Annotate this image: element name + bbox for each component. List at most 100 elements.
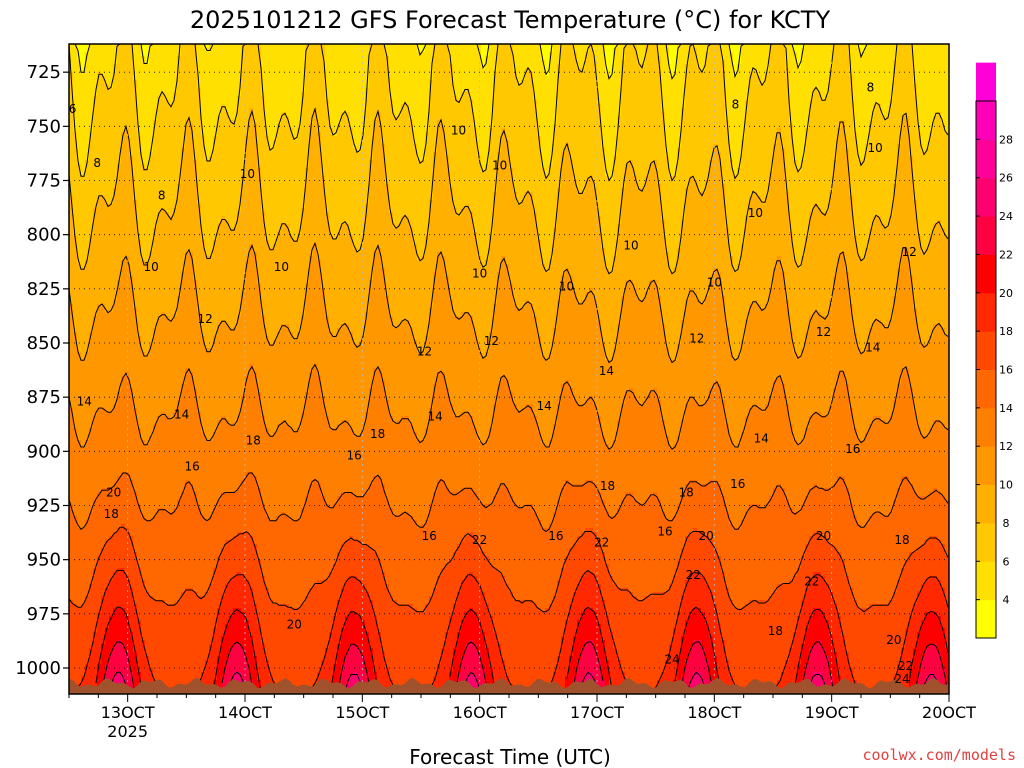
temp-cell <box>157 136 162 141</box>
temp-cell <box>93 148 98 153</box>
temp-cell <box>105 264 110 269</box>
temp-cell <box>89 236 94 241</box>
temp-cell <box>153 104 158 109</box>
temp-cell <box>113 96 118 101</box>
temp-cell <box>137 212 142 217</box>
temp-cell <box>169 572 174 577</box>
temp-cell <box>149 292 154 297</box>
temp-cell <box>133 332 138 337</box>
temp-cell <box>177 60 182 65</box>
temp-cell <box>77 372 82 377</box>
temp-cell <box>129 456 134 461</box>
temp-cell <box>181 124 186 129</box>
temp-cell <box>189 84 194 89</box>
temp-cell <box>165 488 170 493</box>
temp-cell <box>113 168 118 173</box>
temp-cell <box>97 136 102 141</box>
temp-cell <box>177 512 182 517</box>
temp-cell <box>173 472 178 477</box>
temp-cell <box>169 560 174 565</box>
temp-cell <box>101 172 106 177</box>
temp-cell <box>165 68 170 73</box>
temp-cell <box>173 568 178 573</box>
temp-cell <box>153 428 158 433</box>
temp-cell <box>77 392 82 397</box>
temp-cell <box>177 332 182 337</box>
temp-cell <box>69 352 74 357</box>
temp-cell <box>93 216 98 221</box>
temp-cell <box>153 508 158 513</box>
temp-cell <box>81 652 86 657</box>
temp-cell <box>129 172 134 177</box>
temp-cell <box>133 432 138 437</box>
temp-cell <box>177 380 182 385</box>
temp-cell <box>141 532 146 537</box>
temp-cell <box>169 268 174 273</box>
temp-cell <box>185 220 190 225</box>
temp-cell <box>189 232 194 237</box>
temp-cell <box>177 636 182 641</box>
temp-cell <box>161 200 166 205</box>
temp-cell <box>149 568 154 573</box>
temp-cell <box>157 412 162 417</box>
temp-cell <box>181 76 186 81</box>
temp-cell <box>141 204 146 209</box>
temp-cell <box>157 384 162 389</box>
temp-cell <box>117 484 122 489</box>
temp-cell <box>89 572 94 577</box>
temp-cell <box>73 208 78 213</box>
temp-cell <box>157 516 162 521</box>
temp-cell <box>189 44 194 49</box>
temp-cell <box>141 128 146 133</box>
temp-cell <box>93 584 98 589</box>
temp-cell <box>109 652 114 657</box>
temp-cell <box>125 308 130 313</box>
temp-cell <box>169 488 174 493</box>
temp-cell <box>101 236 106 241</box>
temp-cell <box>105 604 110 609</box>
temp-cell <box>117 100 122 105</box>
temp-cell <box>73 96 78 101</box>
temp-cell <box>69 164 74 169</box>
temp-cell <box>133 368 138 373</box>
temp-cell <box>121 44 126 49</box>
temp-cell <box>141 628 146 633</box>
temp-cell <box>105 76 110 81</box>
temp-cell <box>181 604 186 609</box>
temp-cell <box>165 76 170 81</box>
temp-cell <box>145 208 150 213</box>
temp-cell <box>165 500 170 505</box>
temp-cell <box>101 484 106 489</box>
temp-cell <box>145 392 150 397</box>
temp-cell <box>149 460 154 465</box>
temp-cell <box>181 344 186 349</box>
temp-cell <box>73 668 78 673</box>
temp-cell <box>85 564 90 569</box>
temp-cell <box>153 448 158 453</box>
temp-cell <box>189 340 194 345</box>
temp-cell <box>165 608 170 613</box>
temp-cell <box>145 128 150 133</box>
temp-cell <box>165 412 170 417</box>
temp-cell <box>69 444 74 449</box>
temp-cell <box>165 48 170 53</box>
temp-cell <box>105 248 110 253</box>
temp-cell <box>117 196 122 201</box>
temp-cell <box>153 504 158 509</box>
temp-cell <box>129 512 134 517</box>
temp-cell <box>117 416 122 421</box>
temp-cell <box>101 436 106 441</box>
temp-cell <box>153 624 158 629</box>
temp-cell <box>157 228 162 233</box>
temp-cell <box>125 160 130 165</box>
temp-cell <box>173 600 178 605</box>
temp-cell <box>185 132 190 137</box>
temp-cell <box>145 464 150 469</box>
temp-cell <box>145 616 150 621</box>
temp-cell <box>73 320 78 325</box>
temp-cell <box>177 108 182 113</box>
temp-cell <box>173 452 178 457</box>
temp-cell <box>181 496 186 501</box>
temp-cell <box>185 404 190 409</box>
temp-cell <box>149 532 154 537</box>
